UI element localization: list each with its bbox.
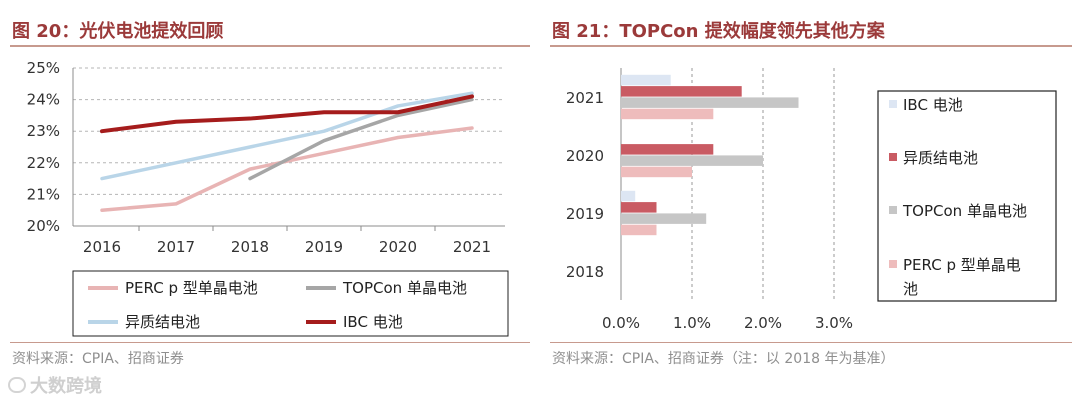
legend-label: 异质结电池: [125, 313, 200, 331]
legend-label: PERC p 型单晶电池: [903, 256, 1021, 298]
y-tick-label: 22%: [27, 154, 60, 172]
bar: [621, 224, 657, 236]
series-line: [100, 91, 474, 181]
bar: [621, 202, 657, 213]
x-tick-label: 2018: [231, 238, 269, 256]
x-tick-label: 2021: [453, 238, 491, 256]
x-tick-label: 1.0%: [673, 314, 711, 332]
x-tick-label: 2020: [379, 238, 417, 256]
legend-label: 异质结电池: [903, 149, 978, 167]
y-tick-label: 2020: [566, 147, 604, 165]
legend-swatch: [889, 206, 897, 214]
legend-label: TOPCon 单晶电池: [902, 202, 1027, 220]
legend-box: [877, 90, 1057, 302]
x-tick-label: 0.0%: [602, 314, 640, 332]
y-tick-label: 2021: [566, 89, 604, 107]
bar: [621, 166, 692, 178]
x-tick-label: 3.0%: [815, 314, 853, 332]
y-tick-label: 21%: [27, 185, 60, 203]
efficiency-line-chart: 20% 21% 22% 23% 24% 25% 2016 2017 2018 2019 2020 20…: [27, 59, 509, 337]
x-tick-label: 2.0%: [744, 314, 782, 332]
watermark: 大数跨境: [8, 372, 102, 398]
left-source-note: 资料来源：CPIA、招商证券: [12, 351, 184, 367]
watermark-logo-icon: [8, 377, 26, 393]
bar: [621, 108, 714, 120]
legend-label: IBC 电池: [903, 96, 963, 114]
right-source-note: 资料来源：CPIA、招商证券（注：以 2018 年为基准）: [552, 351, 895, 367]
right-figure-title: 图 21：TOPCon 提效幅度领先其他方案: [552, 21, 885, 42]
x-tick-label: 2019: [305, 238, 343, 256]
legend-swatch: [889, 153, 897, 161]
x-tick-label: 2017: [157, 238, 195, 256]
legend-label: IBC 电池: [343, 313, 403, 331]
bar: [621, 155, 763, 166]
y-tick-label: 20%: [27, 217, 60, 235]
watermark-text: 大数跨境: [30, 376, 102, 397]
bar: [621, 213, 707, 224]
efficiency-gain-bar-chart: 0.0% 1.0% 2.0% 3.0% 2021 2020 2019 2018 IBC 电池异质…: [566, 68, 1057, 332]
y-tick-label: 25%: [27, 59, 60, 77]
x-tick-label: 2016: [83, 238, 121, 256]
bar: [621, 74, 671, 86]
legend-label: PERC p 型单晶电池: [125, 279, 258, 297]
left-footer-rule: [10, 342, 530, 343]
left-title-rule: [10, 45, 530, 47]
legend-label: TOPCon 单晶电池: [342, 279, 467, 297]
right-title-rule: [550, 45, 1072, 47]
right-footer-rule: [550, 342, 1072, 343]
y-tick-label: 24%: [27, 91, 60, 109]
bar: [621, 97, 799, 108]
series-line: [100, 94, 474, 134]
series-line: [248, 97, 474, 181]
y-tick-label: 2019: [566, 205, 604, 223]
left-figure-title: 图 20：光伏电池提效回顾: [12, 21, 224, 42]
y-tick-label: 2018: [566, 263, 604, 281]
bar: [621, 86, 742, 97]
bar: [621, 144, 714, 155]
y-tick-label: 23%: [27, 122, 60, 140]
legend-box: [72, 270, 509, 337]
legend-swatch: [889, 260, 897, 268]
legend-swatch: [889, 100, 897, 108]
bar: [621, 190, 636, 202]
